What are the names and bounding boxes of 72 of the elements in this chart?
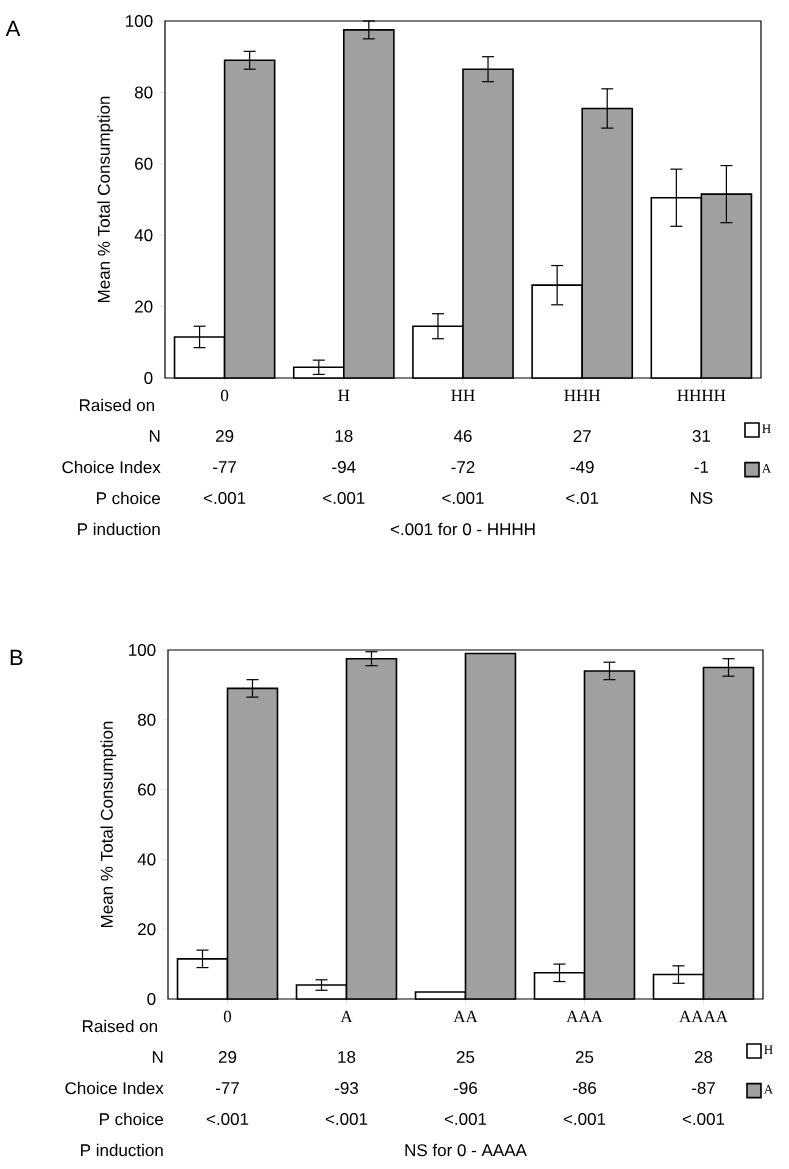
y-axis-title: Mean % Total Consumption	[100, 721, 117, 928]
text: -49	[570, 460, 594, 474]
x-tick-label: AAA	[566, 1010, 603, 1023]
legend-label: H	[764, 1045, 773, 1054]
text: -96	[453, 1081, 478, 1095]
y-tick-label: 100	[129, 643, 156, 657]
y-tick-label: 20	[138, 923, 156, 936]
y-tick-label: 100	[126, 14, 153, 28]
text: 29	[218, 1050, 237, 1064]
text: P induction	[81, 1143, 163, 1157]
text: <.001	[442, 491, 484, 505]
x-tick-label: 0	[220, 389, 229, 402]
x-tick-label: HH	[451, 389, 475, 401]
text: -87	[691, 1081, 715, 1095]
text: 27	[573, 430, 591, 442]
x-axis-title: Raised on	[79, 398, 154, 412]
text: NS for 0 - AAAA	[405, 1143, 527, 1157]
legend-label: A	[763, 1085, 774, 1094]
y-tick-label: 20	[135, 300, 153, 313]
x-tick-label: A	[340, 1010, 353, 1023]
y-tick-label: 60	[135, 157, 153, 170]
y-tick-label: 40	[134, 229, 153, 242]
text: NS	[690, 491, 713, 505]
text: 25	[456, 1050, 475, 1064]
text: <.001 for 0 - HHHH	[390, 522, 535, 536]
text: 25	[575, 1050, 594, 1064]
y-tick-label: 40	[137, 853, 156, 866]
legend-label: A	[761, 464, 772, 473]
y-tick-label: 0	[144, 371, 153, 385]
x-axis-title: Raised on	[82, 1019, 157, 1033]
text: -77	[215, 1082, 239, 1094]
text: 18	[335, 429, 353, 443]
text: N	[152, 1051, 163, 1063]
text: P induction	[78, 522, 160, 536]
y-tick-label: 80	[137, 713, 156, 726]
text: 46	[453, 429, 472, 443]
text: 28	[694, 1050, 713, 1064]
x-tick-label: H	[338, 389, 350, 401]
text: 29	[216, 429, 234, 443]
text: 31	[692, 429, 711, 443]
y-axis-title: Mean % Total Consumption	[97, 96, 114, 303]
text: Choice Index	[62, 460, 161, 474]
text: 18	[338, 1050, 356, 1064]
text: -72	[451, 461, 475, 473]
text: <.001	[563, 1112, 606, 1126]
text: <.001	[325, 1112, 368, 1126]
text: <.001	[206, 1112, 249, 1126]
text: <.001	[323, 491, 365, 505]
x-tick-label: AAAA	[679, 1010, 728, 1023]
y-tick-label: 60	[138, 783, 156, 796]
text: -86	[572, 1081, 597, 1095]
text: <.001	[444, 1112, 487, 1126]
text: -94	[332, 460, 356, 474]
y-tick-label: 0	[147, 992, 156, 1006]
text: P choice	[99, 1112, 164, 1126]
text: <.001	[203, 491, 246, 505]
x-tick-label: 0	[223, 1010, 232, 1023]
text: -1	[694, 461, 709, 473]
x-tick-label: AA	[453, 1010, 478, 1023]
legend-label: H	[762, 424, 771, 433]
text: -93	[334, 1081, 359, 1095]
text: -77	[213, 461, 237, 473]
x-tick-label: HHH	[564, 389, 601, 401]
text: <.001	[682, 1112, 725, 1126]
text: <.01	[566, 491, 599, 505]
chart-title: A	[5, 20, 21, 36]
text: P choice	[96, 491, 161, 505]
y-tick-label: 80	[134, 86, 153, 99]
text: N	[149, 430, 160, 442]
x-tick-label: HHHH	[677, 389, 726, 401]
text: Choice Index	[65, 1081, 164, 1095]
chart-title: B	[10, 649, 23, 665]
